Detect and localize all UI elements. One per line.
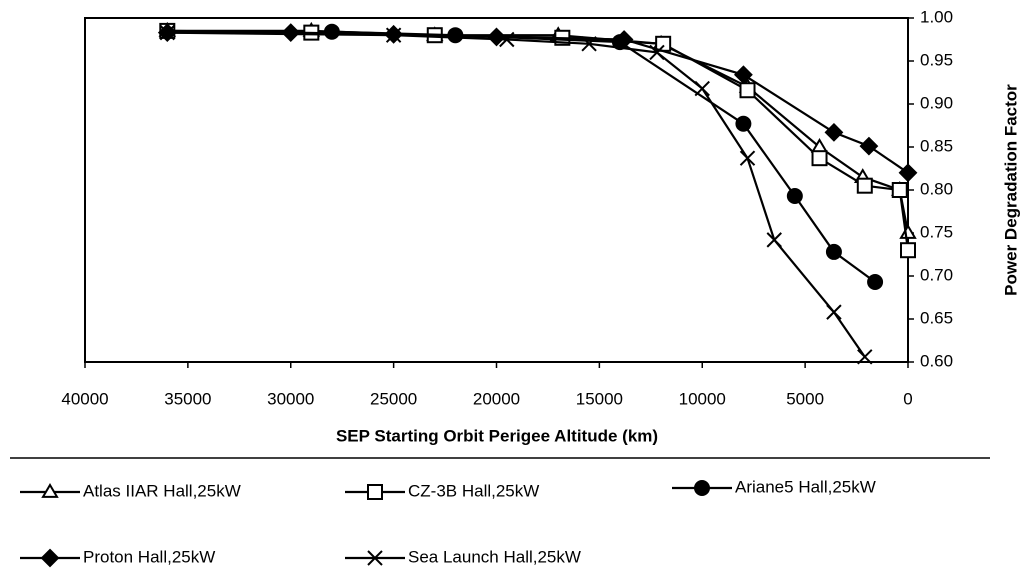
legend-label: CZ-3B Hall,25kW [408,481,539,500]
data-point [649,44,665,61]
y-tick-label: 1.00 [920,7,953,26]
series-line [331,30,876,283]
x-tick-label: 15000 [576,389,623,408]
y-tick-label: 0.65 [920,308,953,327]
data-point [859,136,879,156]
data-point [867,274,884,291]
legend-marker [41,483,59,498]
x-tick-label: 25000 [370,389,417,408]
x-tick-label: 35000 [164,389,211,408]
y-tick-label: 0.75 [920,222,953,241]
legend-label: Sea Launch Hall,25kW [408,547,581,566]
series-line [167,31,909,174]
plot-frame [84,17,909,363]
series-line [167,29,910,251]
data-point [487,27,506,47]
data-point [281,23,301,43]
x-axis-label: SEP Starting Orbit Perigee Altitude (km) [336,426,658,445]
legend-marker [367,484,383,500]
x-tick-label: 10000 [679,389,726,408]
y-tick-label: 0.85 [920,136,953,155]
data-point [824,122,844,142]
data-point [735,115,752,132]
data-point [739,82,756,99]
data-point [739,150,756,166]
data-point [786,188,803,205]
y-tick-label: 0.70 [920,265,953,284]
legend-label: Ariane5 Hall,25kW [735,477,876,496]
data-point [733,65,753,85]
data-point [766,232,782,248]
data-point [857,349,873,365]
data-point [898,163,918,183]
y-tick-label: 0.80 [920,179,953,198]
data-point [899,224,917,239]
data-point [900,242,916,259]
data-point [385,27,402,43]
legend-label: Proton Hall,25kW [83,547,215,566]
data-point [323,23,340,40]
x-tick-label: 0 [903,389,912,408]
data-point [581,36,597,52]
y-tick-label: 0.60 [920,351,953,370]
legend-label: Atlas IIAR Hall,25kW [83,481,241,500]
legend-marker [40,548,60,568]
y-tick-label: 0.95 [920,50,953,69]
series-line [167,31,866,358]
legend-marker [694,480,710,496]
data-point [825,243,842,260]
x-tick-label: 5000 [786,389,824,408]
data-point [826,304,842,320]
x-tick-label: 30000 [267,389,314,408]
data-point [891,182,908,198]
x-tick-label: 20000 [473,389,520,408]
data-point [811,150,828,167]
data-point [694,80,710,97]
x-tick-label: 40000 [61,389,108,408]
data-point [159,24,176,41]
data-point [499,31,515,48]
data-point [856,177,873,194]
y-tick-label: 0.90 [920,93,953,112]
y-axis-label: Power Degradation Factor [1001,84,1020,296]
legend-marker [367,550,383,566]
